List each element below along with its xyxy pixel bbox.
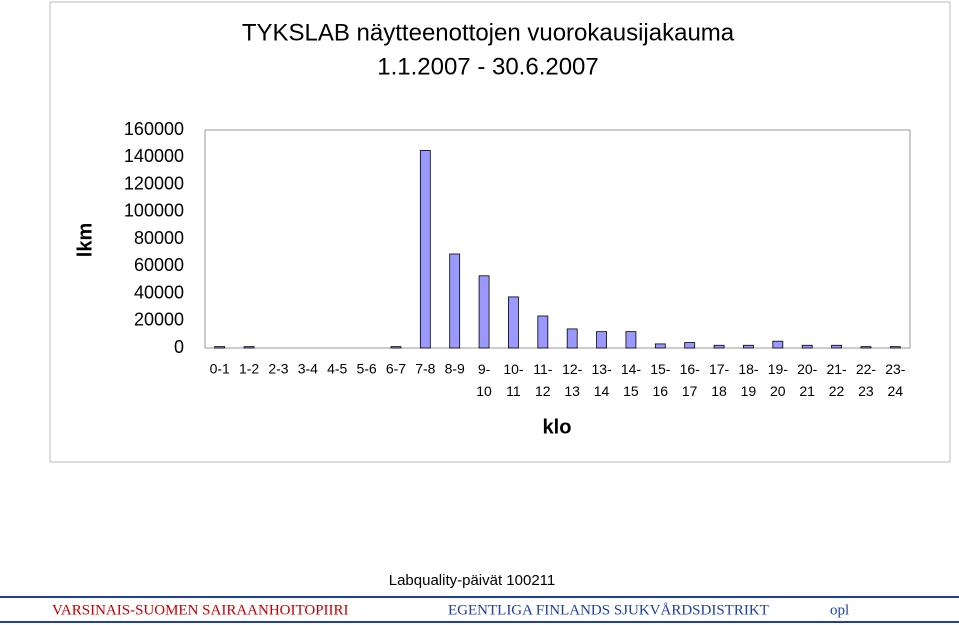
bar	[801, 344, 813, 349]
y-tick-label: 140000	[124, 146, 184, 166]
chart-title: TYKSLAB näytteenottojen vuorokausijakaum…	[242, 19, 735, 46]
bar	[713, 344, 725, 349]
bar	[243, 346, 255, 349]
bar	[860, 346, 872, 349]
bar	[684, 342, 696, 349]
x-tick-label: 22-23	[856, 361, 877, 399]
x-tick-label: 16-17	[680, 361, 701, 399]
footer-left: VARSINAIS-SUOMEN SAIRAANHOITOPIIRI	[52, 602, 349, 618]
x-tick-label: 20-21	[797, 361, 818, 399]
y-tick-label: 80000	[134, 228, 184, 248]
x-tick-label: 3-4	[298, 361, 318, 377]
y-axis-label: lkm	[74, 223, 96, 257]
x-tick-label: 10-11	[503, 361, 524, 399]
x-tick-label: 23-24	[885, 361, 906, 399]
x-tick-label: 13-14	[591, 361, 612, 399]
x-tick-label: 17-18	[709, 361, 730, 399]
footer-initials: opl	[830, 602, 849, 618]
x-tick-label: 15-16	[650, 361, 671, 399]
y-tick-label: 40000	[134, 282, 184, 302]
x-axis-label: klo	[543, 416, 572, 438]
plot-area	[204, 129, 911, 349]
x-tick-label: 0-1	[210, 361, 230, 377]
bar	[508, 296, 519, 349]
x-tick-label: 9-10	[476, 361, 492, 399]
footer-right: EGENTLIGA FINLANDS SJUKVÅRDSDISTRIKT	[448, 602, 769, 618]
x-tick-label: 1-2	[239, 361, 259, 377]
x-tick-label: 8-9	[445, 361, 465, 377]
x-tick-label: 19-20	[768, 361, 789, 399]
y-tick-label: 160000	[124, 119, 184, 139]
bar	[214, 346, 226, 349]
x-tick-label: 7-8	[415, 361, 435, 377]
bar	[743, 344, 754, 349]
x-tick-label: 12-13	[562, 361, 583, 399]
x-tick-label: 14-15	[621, 361, 642, 399]
y-tick-label: 20000	[134, 310, 184, 330]
bar	[478, 275, 490, 349]
bar	[390, 346, 402, 349]
y-tick-label: 60000	[134, 255, 184, 275]
bar	[419, 150, 431, 349]
bar	[596, 331, 607, 349]
y-tick-label: 0	[174, 337, 184, 357]
x-tick-label: 11-12	[533, 361, 553, 399]
bar	[654, 343, 666, 349]
x-tick-label: 2-3	[268, 361, 288, 377]
event-text: Labquality-päivät 100211	[389, 572, 556, 589]
bar	[831, 344, 842, 349]
chart-subtitle: 1.1.2007 - 30.6.2007	[377, 53, 599, 80]
x-tick-label: 5-6	[356, 361, 376, 377]
y-tick-label: 120000	[124, 173, 184, 193]
bar	[772, 340, 784, 349]
x-tick-label: 6-7	[386, 361, 406, 377]
x-tick-label: 18-19	[738, 361, 759, 399]
y-tick-label: 100000	[124, 201, 184, 221]
bar	[537, 315, 549, 349]
chart-frame	[49, 1, 951, 463]
bar	[449, 253, 461, 349]
bar	[889, 346, 901, 349]
bar	[566, 328, 578, 349]
x-tick-label: 4-5	[327, 361, 347, 377]
x-tick-label: 21-22	[826, 361, 847, 399]
bar	[625, 331, 637, 349]
